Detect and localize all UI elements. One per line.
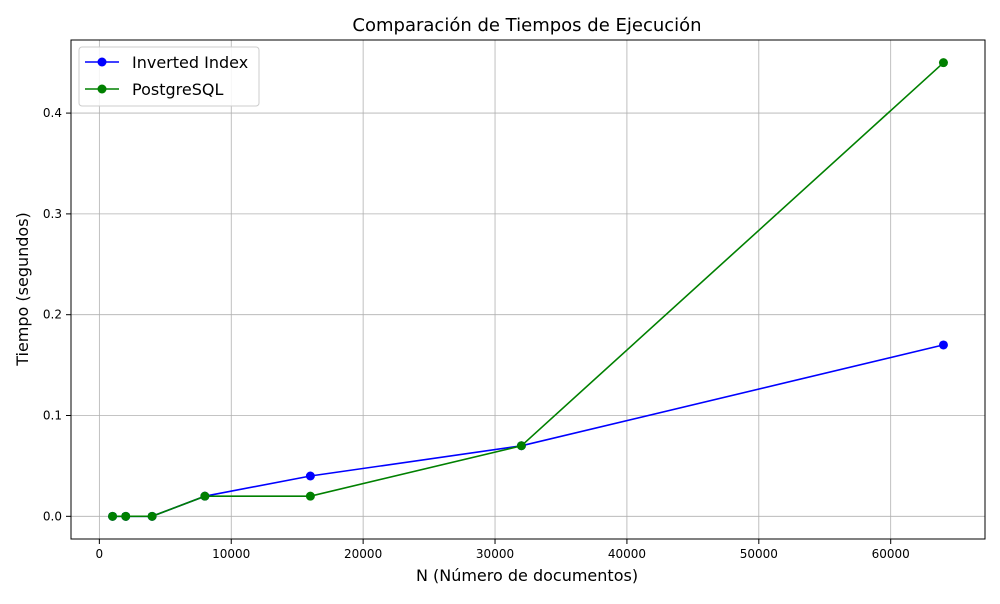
- y-tick-label: 0.3: [43, 207, 62, 221]
- x-tick-label: 60000: [872, 547, 910, 561]
- y-tick-label: 0.0: [43, 509, 62, 523]
- data-point-1: [147, 511, 157, 521]
- data-point-1: [305, 491, 315, 501]
- chart-title: Comparación de Tiempos de Ejecución: [352, 15, 701, 36]
- data-point-1: [121, 511, 131, 521]
- x-tick-label: 10000: [212, 547, 250, 561]
- y-tick-label: 0.4: [43, 106, 62, 120]
- legend-marker-0: [97, 57, 107, 67]
- labels-layer: Comparación de Tiempos de Ejecución N (N…: [13, 15, 702, 585]
- x-tick-label: 50000: [740, 547, 778, 561]
- legend: Inverted Index PostgreSQL: [78, 46, 260, 107]
- axes-frame: [70, 39, 986, 540]
- data-point-0: [305, 471, 315, 481]
- data-point-1: [108, 511, 118, 521]
- data-point-1: [516, 441, 526, 451]
- x-tick-label: 40000: [608, 547, 646, 561]
- y-tick-label: 0.2: [43, 308, 62, 322]
- legend-marker-1: [97, 84, 107, 94]
- x-axis-label: N (Número de documentos): [416, 566, 638, 585]
- legend-label-1: PostgreSQL: [132, 80, 223, 99]
- data-point-0: [938, 340, 948, 350]
- legend-box: [78, 46, 260, 107]
- y-axis-label: Tiempo (segundos): [13, 212, 32, 367]
- x-tick-label: 20000: [344, 547, 382, 561]
- axes: [70, 39, 986, 540]
- legend-label-0: Inverted Index: [132, 53, 248, 72]
- grid-lines: [71, 40, 985, 539]
- x-tick-label: 30000: [476, 547, 514, 561]
- series-layer: [108, 58, 948, 521]
- ticks: 0 10000 20000 30000 40000 50000 60000 0.0 0.1 0.2…: [43, 106, 910, 561]
- data-point-1: [200, 491, 210, 501]
- data-point-1: [938, 58, 948, 68]
- y-tick-label: 0.1: [43, 409, 62, 423]
- x-tick-label: 0: [96, 547, 104, 561]
